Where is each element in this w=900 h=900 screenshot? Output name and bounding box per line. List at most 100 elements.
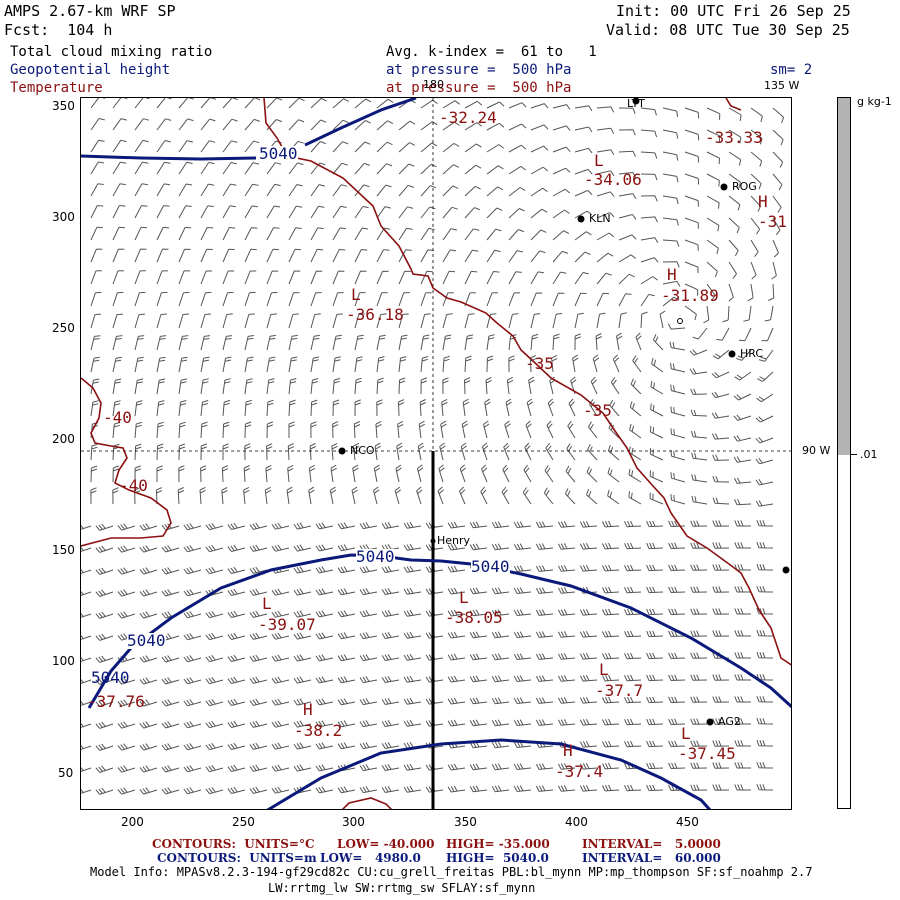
wind-barb	[134, 313, 145, 329]
wind-barb	[161, 567, 180, 575]
wind-barb	[222, 443, 229, 460]
wind-barb	[359, 786, 378, 794]
wind-barb	[574, 210, 593, 219]
wind-barb	[486, 165, 504, 175]
wind-barb	[640, 129, 658, 138]
wind-barb	[359, 522, 378, 530]
wind-barb	[315, 720, 334, 728]
wind-barb	[178, 98, 194, 109]
wind-barb	[668, 784, 686, 791]
wind-barb	[442, 100, 461, 109]
wind-barb	[703, 305, 710, 324]
wind-barb	[587, 443, 598, 461]
wind-barb	[397, 420, 404, 439]
wind-barb	[624, 762, 642, 770]
wind-barb	[646, 652, 664, 660]
wind-barb	[161, 765, 180, 773]
wind-barb	[640, 237, 659, 243]
wind-barb	[596, 127, 615, 134]
wind-barb	[418, 420, 426, 439]
wind-barb	[552, 333, 560, 351]
wind-barb	[271, 786, 290, 794]
station-ag2-marker[interactable]	[706, 718, 714, 726]
wind-barb	[579, 784, 598, 792]
wind-barb	[416, 464, 424, 483]
wind-barb	[155, 487, 163, 505]
wind-barb	[244, 205, 258, 219]
pressure-high-marker: H	[758, 192, 768, 211]
wind-barb	[646, 520, 664, 528]
wind-barb	[616, 332, 623, 351]
wind-barb	[112, 421, 121, 439]
wind-barb	[618, 214, 637, 220]
wind-barb	[293, 610, 312, 618]
wind-barb	[469, 587, 488, 595]
wind-barb	[200, 227, 214, 241]
wind-barb	[668, 652, 686, 659]
wind-barb	[81, 656, 92, 662]
map-panel: KLN ROG HRC NCO Henry AG2 LTT -32.24 -33…	[80, 97, 792, 810]
wind-barb	[607, 445, 620, 461]
wind-barb	[420, 334, 430, 351]
wind-barb	[712, 762, 730, 769]
wind-barb	[376, 98, 394, 109]
temp-label: -33.33	[705, 128, 763, 147]
wind-barb	[425, 609, 444, 617]
wind-barb	[161, 787, 180, 795]
wind-barb	[552, 125, 571, 131]
wind-barb	[756, 608, 774, 615]
wind-barb	[530, 145, 549, 153]
station-unnamed-marker[interactable]	[782, 566, 790, 574]
temperature-contours	[81, 98, 791, 809]
wind-barb	[95, 677, 114, 685]
wind-barb	[244, 162, 260, 175]
station-nco-marker[interactable]	[338, 447, 346, 455]
station-hrc-marker[interactable]	[728, 350, 736, 358]
station-henry-marker[interactable]	[430, 538, 436, 544]
wind-barb	[624, 586, 642, 594]
wind-barb	[690, 586, 708, 593]
y-tick-label: 350	[52, 99, 75, 113]
wind-barb	[447, 609, 466, 617]
wind-barb	[771, 261, 777, 280]
wind-barb	[513, 653, 532, 660]
wind-barb	[535, 675, 554, 682]
wind-barb	[222, 98, 239, 109]
wind-barb	[535, 587, 554, 594]
wind-barb	[662, 280, 681, 287]
wind-barb	[711, 371, 730, 379]
wind-barb	[579, 520, 598, 528]
model-info-line1: Model Info: MPASv8.2.3-194-gf29cd82c CU:…	[90, 865, 813, 879]
wind-barb	[552, 209, 570, 219]
wind-barb	[684, 261, 699, 274]
wind-barb	[438, 464, 445, 483]
station-rog-marker[interactable]	[720, 183, 728, 191]
station-ltt-marker[interactable]	[632, 98, 640, 105]
wind-barb	[491, 543, 510, 551]
temp-label: -37.76	[87, 692, 145, 711]
wind-barb	[602, 586, 620, 594]
wind-barb	[557, 631, 576, 638]
wind-barb	[610, 377, 620, 395]
station-label: KLN	[589, 212, 611, 225]
wind-barb	[178, 226, 192, 241]
station-kln-marker[interactable]	[577, 215, 585, 223]
wind-barb	[156, 270, 168, 285]
wind-barb	[271, 654, 290, 662]
wind-barb	[734, 371, 752, 381]
wind-barb	[640, 107, 657, 116]
wind-barb	[442, 206, 458, 219]
temp-label: -34.06	[584, 170, 642, 189]
wind-barb	[183, 699, 202, 707]
wind-barb	[755, 479, 774, 486]
wind-barb	[756, 762, 774, 769]
wind-barb	[425, 543, 444, 551]
station-label: HRC	[740, 347, 764, 360]
station-open-marker[interactable]	[677, 318, 683, 324]
wind-barb	[574, 251, 591, 263]
wind-barb	[712, 349, 730, 360]
wind-barb	[557, 653, 576, 660]
wind-barb	[112, 205, 126, 219]
wind-barb	[199, 486, 206, 505]
wind-barb	[381, 632, 400, 639]
